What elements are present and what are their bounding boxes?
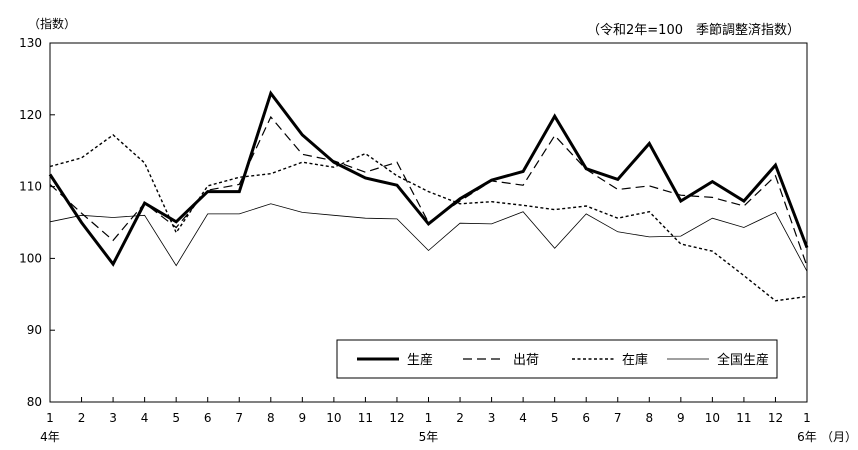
x-tick-label: 5 bbox=[172, 411, 180, 425]
series-line-2 bbox=[49, 115, 808, 267]
x-tick-label: 9 bbox=[299, 411, 307, 425]
x-tick-label: 10 bbox=[326, 411, 341, 425]
x-unit-label: （月） bbox=[821, 430, 857, 444]
legend-label: 生産 bbox=[407, 352, 433, 368]
y-tick-label: 90 bbox=[27, 323, 42, 337]
series-line-4 bbox=[49, 203, 808, 272]
series-line-1 bbox=[48, 90, 809, 267]
x-tick-label: 7 bbox=[235, 411, 243, 425]
x-axis: 1 2 3 4 5 6 7 8 9 10 11 12 1 2 3 4 5 6 7 8 9 10 11 12 14年 5年 6年 bbox=[40, 397, 817, 444]
chart-note: （令和2年=100 季節調整済指数） bbox=[587, 22, 800, 38]
x-tick-label: 2 bbox=[456, 411, 464, 425]
x-tick-label: 2 bbox=[78, 411, 86, 425]
y-tick-label: 120 bbox=[19, 108, 42, 122]
x-tick-label: 6 bbox=[204, 411, 212, 425]
x-tick-label: 1 bbox=[46, 411, 54, 425]
x-tick-label: 4 bbox=[141, 411, 149, 425]
legend: 生産 出荷 在庫 全国生産 bbox=[336, 339, 778, 379]
x-tick-label: 8 bbox=[645, 411, 653, 425]
y-tick-label: 100 bbox=[19, 251, 42, 265]
x-tick-label: 9 bbox=[677, 411, 685, 425]
legend-box bbox=[336, 339, 778, 379]
x-tick-label: 8 bbox=[267, 411, 275, 425]
series-line-3 bbox=[49, 134, 808, 302]
x-tick-label: 12 bbox=[768, 411, 783, 425]
x-tick-label: 1 bbox=[425, 411, 433, 425]
legend-label: 出荷 bbox=[513, 353, 539, 368]
legend-label: 全国生産 bbox=[717, 352, 769, 368]
y-tick-label: 80 bbox=[27, 395, 42, 409]
x-tick-label: 11 bbox=[358, 411, 373, 425]
x-tick-label: 7 bbox=[614, 411, 622, 425]
x-tick-label: 3 bbox=[488, 411, 496, 425]
x-tick-label: 5 bbox=[551, 411, 559, 425]
x-tick-label: 10 bbox=[705, 411, 720, 425]
x-tick-label: 11 bbox=[736, 411, 751, 425]
x-tick-label: 4 bbox=[519, 411, 527, 425]
series-layer bbox=[48, 90, 809, 302]
legend-label: 在庫 bbox=[622, 353, 648, 368]
y-tick-label: 130 bbox=[19, 36, 42, 50]
year-label: 6年 bbox=[797, 430, 817, 444]
x-tick-label: 1 bbox=[803, 411, 811, 425]
y-unit-label: （指数） bbox=[28, 16, 76, 31]
x-tick-label: 12 bbox=[389, 411, 404, 425]
y-axis: 80 90 100 110 120 130 bbox=[19, 36, 55, 409]
year-label: 4年 bbox=[40, 430, 60, 444]
year-label: 5年 bbox=[419, 430, 439, 444]
x-tick-label: 3 bbox=[109, 411, 117, 425]
x-tick-label: 6 bbox=[582, 411, 590, 425]
y-tick-label: 110 bbox=[19, 180, 42, 194]
